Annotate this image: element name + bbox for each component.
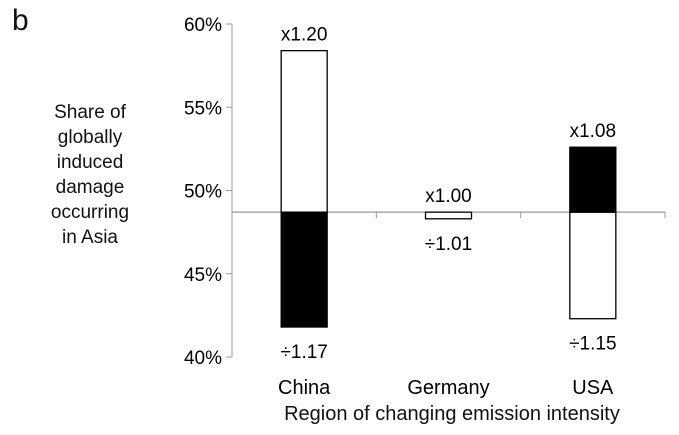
y-axis-title-line: Share of [54, 102, 126, 123]
bar-annotation-bottom: ÷1.01 [425, 234, 472, 255]
bar-annotation-top: x1.08 [570, 121, 616, 142]
y-axis-title-line: in Asia [62, 227, 118, 248]
x-axis-title: Region of changing emission intensity [284, 403, 620, 425]
y-axis-title-line: occurring [50, 202, 130, 223]
y-axis-title-line: globally [57, 127, 123, 148]
y-axis-title-line: induced [56, 152, 124, 173]
y-tick-label: 45% [184, 265, 222, 286]
bar-annotation-top: x1.00 [425, 186, 471, 207]
y-tick-label: 50% [184, 182, 222, 203]
bar-annotation-bottom: ÷1.17 [280, 342, 327, 363]
bar-white [424, 211, 473, 220]
panel-letter: b [12, 4, 29, 37]
bar-black [280, 211, 328, 328]
x-category-label: USA [572, 377, 614, 399]
y-axis-title: Share of globally induced damage occurring in… [20, 100, 160, 250]
bar-annotation-top: x1.20 [281, 25, 327, 46]
y-tick-label: 60% [184, 15, 222, 36]
bar-annotation-bottom: ÷1.15 [569, 334, 616, 355]
bar-white [569, 211, 617, 320]
y-axis-title-line: damage [55, 177, 125, 198]
bar-white [280, 49, 328, 213]
y-tick-label: 40% [184, 348, 222, 369]
y-tick-label: 55% [184, 98, 222, 119]
bar-black [569, 146, 617, 213]
x-category-label: China [278, 377, 331, 399]
x-category-label: Germany [407, 377, 489, 399]
